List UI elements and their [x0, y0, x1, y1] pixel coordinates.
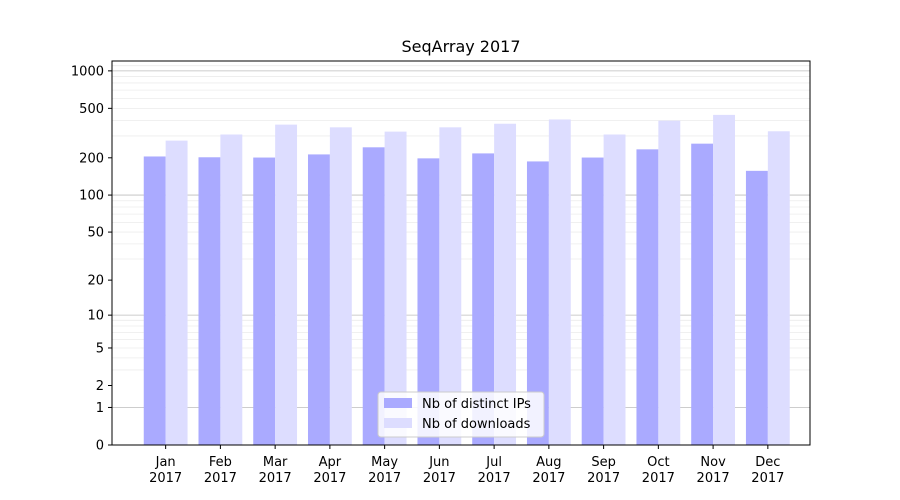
bar-downloads-nov [713, 114, 735, 445]
bar-downloads-aug [548, 119, 571, 445]
y-tick-label: 2 [96, 379, 104, 394]
x-tick-label-month: May [371, 455, 398, 470]
x-tick-label-year: 2017 [751, 471, 784, 486]
x-tick-label-year: 2017 [532, 471, 565, 486]
bar-downloads-dec [767, 131, 790, 445]
y-tick-label: 10 [87, 309, 104, 324]
x-tick-label-month: Nov [700, 455, 726, 470]
x-tick-label-month: Oct [647, 455, 669, 470]
x-tick-label-year: 2017 [204, 471, 237, 486]
legend-label: Nb of downloads [422, 417, 531, 432]
y-tick-label: 1 [96, 401, 104, 416]
bar-downloads-oct [658, 120, 681, 445]
x-tick-label-year: 2017 [259, 471, 292, 486]
bar-distinct-ips-dec [745, 170, 768, 445]
x-tick-label-month: Sep [591, 455, 616, 470]
y-tick-label: 0 [96, 439, 104, 454]
legend-swatch [384, 418, 412, 428]
x-tick-label-year: 2017 [423, 471, 456, 486]
legend-box [377, 391, 545, 438]
x-tick-label-month: Jun [428, 455, 449, 470]
bar-downloads-jun [439, 127, 462, 445]
bar-distinct-ips-mar [253, 157, 276, 445]
legend-swatch [384, 398, 412, 408]
x-tick-label-year: 2017 [642, 471, 675, 486]
y-tick-label: 5 [96, 341, 104, 356]
y-tick-label: 100 [79, 189, 104, 204]
bar-distinct-ips-jul [472, 153, 495, 445]
bar-downloads-may [384, 131, 407, 445]
x-tick-label-month: Feb [209, 455, 232, 470]
legend: Nb of distinct IPs Nb of downloads [377, 391, 545, 438]
bars-layer [143, 114, 790, 446]
bar-downloads-sep [603, 134, 626, 445]
bar-distinct-ips-apr [307, 154, 330, 445]
bar-distinct-ips-feb [198, 157, 221, 446]
plot-frame [111, 60, 811, 446]
x-tick-label-month: Mar [263, 455, 288, 470]
axes-layer: 01251020501002005001000Jan2017Feb2017Mar… [71, 60, 811, 486]
bar-downloads-jan [165, 140, 188, 445]
bar-downloads-feb [220, 134, 243, 445]
bar-downloads-jul [494, 123, 517, 445]
bar-distinct-ips-nov [691, 143, 714, 445]
y-tick-label: 50 [87, 226, 104, 241]
bar-distinct-ips-jun [417, 158, 440, 445]
x-tick-label-month: Jul [485, 455, 502, 470]
bar-downloads-apr [329, 127, 352, 445]
bar-distinct-ips-oct [636, 149, 659, 446]
x-tick-label-year: 2017 [313, 471, 346, 486]
x-tick-label-year: 2017 [697, 471, 730, 486]
x-tick-label-month: Dec [755, 455, 780, 470]
y-tick-label: 500 [79, 102, 104, 117]
y-tick-label: 1000 [71, 64, 104, 79]
x-tick-label-year: 2017 [587, 471, 620, 486]
y-tick-label: 200 [79, 151, 104, 166]
bar-distinct-ips-aug [526, 161, 549, 445]
bar-downloads-mar [275, 124, 298, 446]
x-tick-label-year: 2017 [149, 471, 182, 486]
x-tick-label-year: 2017 [368, 471, 401, 486]
bar-distinct-ips-jan [143, 156, 166, 445]
bar-distinct-ips-sep [581, 157, 604, 445]
bar-distinct-ips-may [362, 147, 385, 445]
chart-title: SeqArray 2017 [401, 37, 520, 56]
y-tick-label: 20 [87, 274, 104, 289]
legend-label: Nb of distinct IPs [422, 397, 531, 412]
x-tick-label-month: Apr [319, 455, 342, 470]
x-tick-label-month: Aug [536, 455, 561, 470]
x-tick-label-year: 2017 [478, 471, 511, 486]
x-tick-label-month: Jan [155, 455, 176, 470]
